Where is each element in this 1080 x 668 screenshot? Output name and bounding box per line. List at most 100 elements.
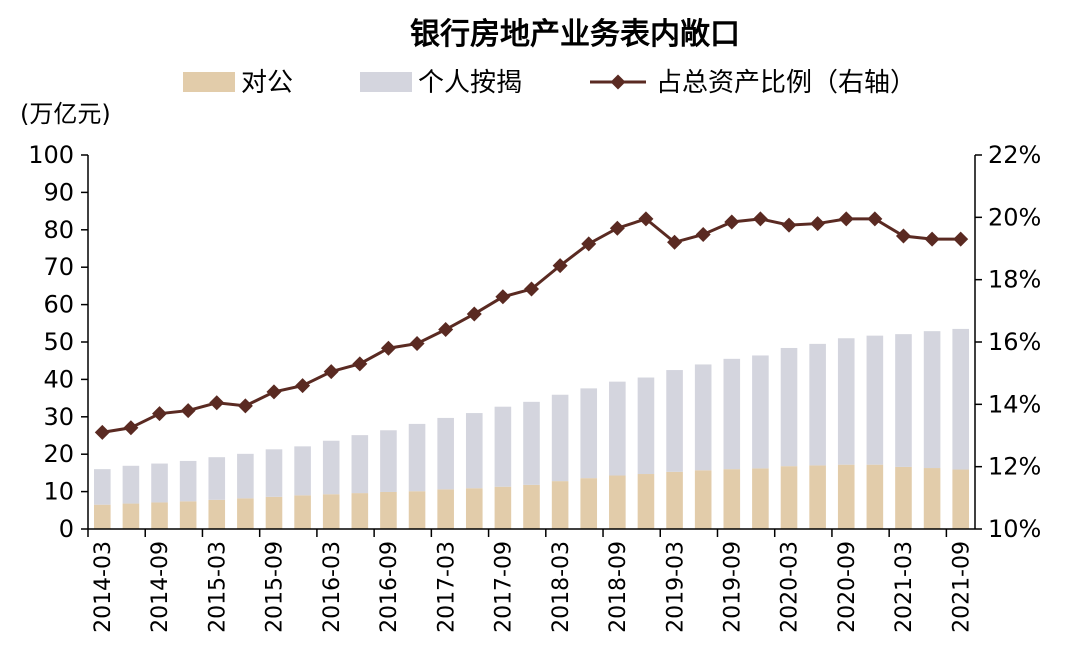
bar-corporate: [237, 498, 254, 529]
ratio-marker: [724, 214, 740, 230]
bar-mortgage: [94, 469, 111, 505]
ratio-marker: [924, 231, 940, 247]
x-tick-label: 2021-03: [892, 541, 917, 633]
x-tick-label: 2014-03: [91, 541, 116, 633]
bar-corporate: [179, 501, 197, 529]
ratio-marker: [152, 406, 168, 422]
ratio-marker: [323, 364, 339, 380]
bar-corporate: [408, 491, 426, 529]
ratio-marker: [180, 403, 196, 419]
bar-corporate: [637, 474, 655, 529]
bar-corporate: [723, 469, 741, 529]
bar-mortgage: [122, 465, 140, 504]
bar-mortgage: [551, 394, 569, 482]
bar-corporate: [122, 503, 140, 529]
ratio-marker: [94, 424, 110, 440]
ratio-marker: [438, 322, 454, 338]
ratio-marker: [867, 211, 883, 227]
bar-corporate: [866, 464, 884, 529]
bar-mortgage: [895, 334, 912, 467]
left-y-tick-label: 90: [43, 178, 74, 206]
chart-title: 银行房地产业务表内敞口: [410, 17, 740, 52]
bar-mortgage: [237, 453, 254, 499]
ratio-marker: [552, 258, 568, 274]
bar-corporate: [666, 471, 683, 529]
ratio-marker: [409, 336, 425, 352]
bar-mortgage: [494, 406, 512, 487]
left-y-tick-label: 80: [43, 216, 74, 244]
bar-mortgage: [437, 417, 454, 490]
ratio-marker: [380, 340, 396, 356]
right-y-tick-label: 14%: [988, 390, 1041, 418]
right-y-tick-label: 22%: [988, 141, 1041, 169]
bar-corporate: [294, 495, 311, 529]
bar-mortgage: [580, 388, 598, 479]
left-y-tick-label: 20: [43, 440, 74, 468]
x-tick-label: 2017-03: [434, 541, 459, 633]
bar-corporate: [837, 464, 855, 529]
bar-mortgage: [952, 328, 969, 470]
bar-mortgage: [752, 355, 769, 469]
right-y-tick-label: 10%: [988, 515, 1041, 543]
bar-mortgage: [179, 460, 197, 502]
bar-corporate: [322, 494, 340, 529]
x-tick-label: 2015-09: [263, 541, 288, 633]
ratio-marker: [838, 211, 854, 227]
x-tick-label: 2020-03: [778, 541, 803, 633]
x-tick-label: 2016-03: [320, 541, 345, 633]
bar-mortgage: [666, 370, 683, 472]
ratio-marker: [781, 217, 797, 233]
bar-corporate: [780, 466, 798, 529]
ratio-marker: [295, 378, 311, 394]
x-tick-label: 2016-09: [377, 541, 402, 633]
bar-mortgage: [351, 435, 369, 494]
left-y-tick-label: 70: [43, 253, 74, 281]
bar-corporate: [809, 465, 826, 529]
bar-corporate: [895, 466, 912, 529]
ratio-marker: [123, 420, 139, 436]
bar-corporate: [465, 488, 483, 529]
bar-mortgage: [923, 331, 941, 469]
plot-area: 0 10 20 30 40 50 60 70 80 90 100 10% 12% 14% 16% 18% 20%…: [28, 141, 1041, 633]
x-tick-label: 2019-09: [720, 541, 745, 633]
x-tick-label: 2018-09: [606, 541, 631, 633]
bar-corporate: [694, 470, 712, 529]
bar-mortgage: [694, 364, 712, 471]
ratio-marker: [895, 228, 911, 244]
ratio-marker: [810, 216, 826, 232]
bar-corporate: [609, 475, 626, 529]
ratio-marker: [495, 289, 511, 305]
ratio-marker: [466, 306, 482, 322]
bar-mortgage: [523, 401, 540, 485]
bar-corporate: [952, 469, 969, 529]
y-axis-unit-label: (万亿元): [20, 100, 111, 128]
left-y-tick-label: 50: [43, 328, 74, 356]
right-y-tick-label: 18%: [988, 266, 1041, 294]
bar-mortgage: [723, 358, 741, 470]
bar-mortgage: [809, 343, 826, 466]
bar-mortgage: [408, 423, 426, 492]
bar-mortgage: [866, 335, 884, 465]
bar-corporate: [94, 504, 111, 529]
x-tick-label: 2018-03: [549, 541, 574, 633]
right-y-tick-label: 16%: [988, 328, 1041, 356]
left-y-tick-label: 100: [28, 141, 74, 169]
legend-swatch: [183, 72, 235, 92]
bar-mortgage: [465, 413, 483, 489]
bar-mortgage: [609, 381, 626, 476]
ratio-marker: [524, 281, 539, 297]
bar-corporate: [580, 478, 598, 529]
ratio-marker: [266, 384, 282, 400]
ratio-marker: [209, 395, 225, 411]
bar-corporate: [523, 484, 540, 529]
legend: 对公 个人按揭 占总资产比例（右轴）: [183, 68, 916, 98]
ratio-marker: [638, 211, 654, 227]
ratio-marker: [237, 398, 253, 414]
bar-corporate: [923, 468, 941, 529]
x-tick-label: 2015-03: [205, 541, 230, 633]
ratio-marker: [953, 231, 969, 247]
bar-mortgage: [637, 377, 655, 475]
x-tick-label: 2014-09: [148, 541, 173, 633]
bar-mortgage: [380, 430, 397, 492]
